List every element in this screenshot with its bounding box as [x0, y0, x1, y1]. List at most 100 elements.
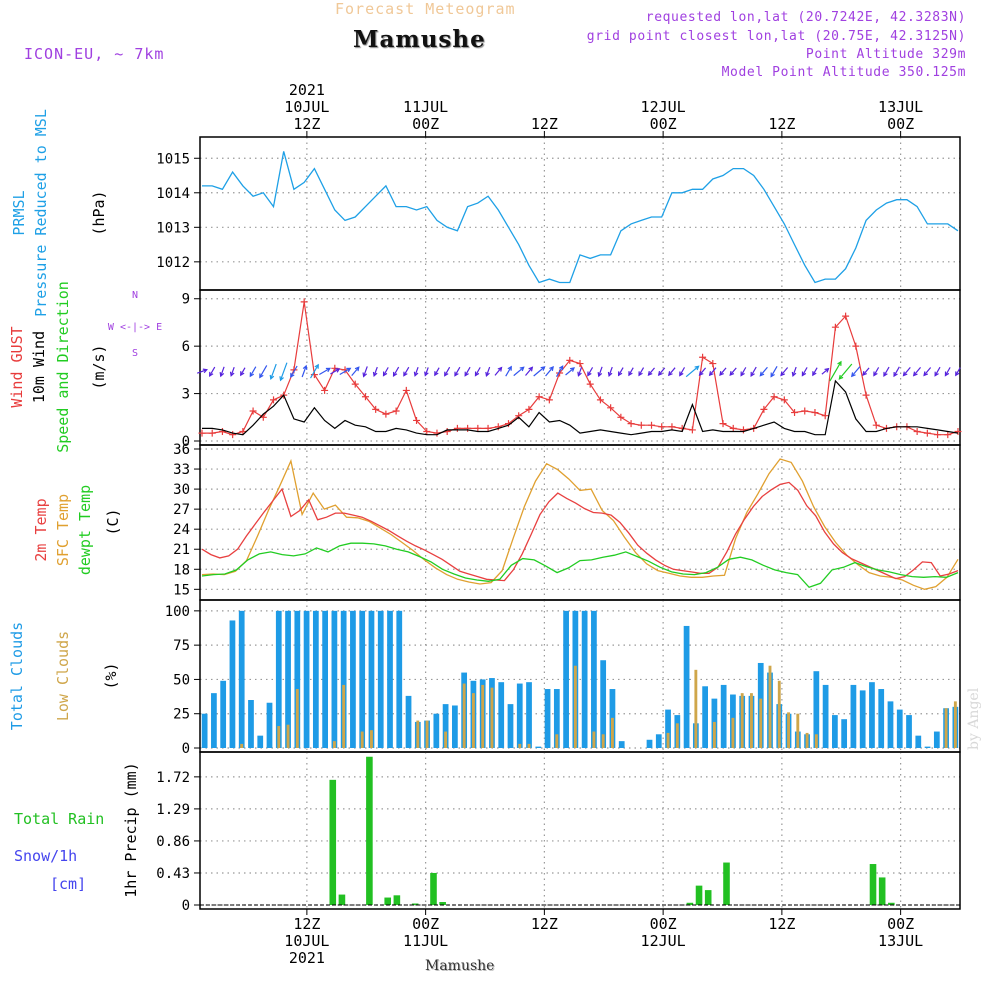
wind-arrow: [383, 367, 389, 376]
wind-arrow: [812, 367, 818, 376]
footer-location: Mamushe: [425, 958, 495, 974]
y-tick-label: 9: [182, 292, 190, 308]
wind-arrow-head: [549, 365, 554, 371]
wind-arrow-head: [202, 368, 208, 374]
gust-point: [351, 380, 359, 388]
wind-arrow: [230, 367, 235, 376]
wind-arrow: [454, 366, 461, 376]
y-tick-label: 18: [173, 562, 190, 578]
wind-arrow: [873, 367, 880, 376]
low-cloud-bar: [416, 720, 420, 748]
gust-point: [944, 431, 952, 439]
total-cloud-bar: [933, 731, 940, 748]
x-tick-label: 10JUL: [284, 932, 329, 950]
requested-coords: requested lon,lat (20.7242E, 42.3283N): [645, 10, 966, 25]
rain-bar: [366, 756, 373, 905]
y-tick-label: 0.43: [156, 866, 190, 882]
low-cloud-bar: [490, 687, 494, 748]
wind-arrow-head: [824, 367, 830, 373]
rain-bar: [430, 872, 437, 905]
wind-arrow: [955, 367, 961, 376]
gust-point: [474, 424, 482, 432]
low-cloud-bar: [592, 731, 596, 748]
unit-pct: (%): [102, 662, 120, 689]
wind-arrow-head: [597, 372, 603, 378]
total-cloud-bar: [665, 709, 671, 748]
wind-arrow-head: [209, 371, 214, 377]
wind-arrow-head: [335, 368, 341, 373]
rain-bar: [439, 902, 446, 905]
x-tick-label: 11JUL: [403, 932, 448, 950]
gust-point: [791, 409, 799, 417]
total-cloud-bar: [702, 686, 708, 748]
total-cloud-bar: [646, 739, 653, 748]
wind-arrow: [883, 366, 890, 377]
wind-arrow-head: [667, 371, 673, 377]
wind-arrow-head: [837, 360, 842, 366]
wind-arrow: [424, 367, 429, 376]
x-tick-label: 13JUL: [878, 932, 923, 950]
wind-arrow-head: [791, 371, 797, 378]
gust-point: [239, 428, 247, 436]
x-tick-label: 2021: [289, 949, 325, 967]
low-cloud-bar: [286, 724, 290, 748]
ylabel-gust: Wind GUST: [8, 326, 26, 407]
y-tick-label: 100: [165, 604, 190, 620]
wind-arrow: [279, 362, 288, 381]
compass-n: N: [132, 290, 138, 301]
total-cloud-bar: [507, 704, 514, 748]
total-cloud-bar: [600, 660, 607, 748]
low-cloud-bar: [601, 734, 605, 748]
wind-arrow-head: [902, 371, 908, 377]
wind-arrow-head: [719, 371, 724, 377]
wind-arrow: [851, 366, 861, 377]
wind-arrow: [648, 367, 655, 376]
compass-we: W <-|-> E: [108, 322, 162, 333]
panel-3: 15 18 21 24 27 30 33 36: [173, 442, 961, 601]
total-cloud-bar: [350, 610, 356, 748]
low-cloud-bar: [750, 693, 753, 748]
wind-arrow-head: [955, 371, 960, 377]
gust-point: [617, 413, 625, 421]
total-cloud-bar: [720, 684, 727, 748]
y-tick-label: 21: [173, 542, 190, 558]
total-cloud-bar: [248, 700, 254, 748]
wind-arrow-head: [770, 372, 775, 378]
x-tick-label: 10JUL: [284, 98, 329, 116]
series-gust-line: [202, 301, 959, 436]
series-2m-temp-line: [201, 481, 959, 582]
wind-arrow-head: [392, 371, 398, 377]
wind-arrow-head: [759, 371, 765, 377]
grid-point-coords: grid point closest lon,lat (20.75E, 42.3…: [586, 29, 966, 44]
gust-point: [760, 405, 768, 413]
gust-point: [842, 312, 850, 320]
wind-arrow: [821, 368, 829, 375]
x-tick-label: 12Z: [531, 915, 558, 933]
rain-bar: [704, 890, 712, 905]
gust-point: [218, 428, 226, 436]
wind-arrow: [505, 366, 512, 377]
ylabel-low-clouds: Low Clouds: [54, 631, 72, 721]
wind-arrow: [801, 367, 808, 376]
low-cloud-bar: [611, 717, 614, 748]
wind-arrow-head: [346, 367, 352, 373]
gust-point: [637, 421, 645, 429]
low-cloud-bar: [759, 698, 763, 748]
panel-frame: [199, 444, 961, 601]
low-cloud-bar: [332, 741, 336, 748]
rain-bar: [686, 902, 694, 905]
wind-arrow-head: [497, 366, 503, 372]
gust-point: [453, 424, 461, 432]
low-cloud-bar: [731, 717, 735, 748]
y-tick-label: 1015: [156, 151, 190, 167]
wind-arrow-head: [325, 367, 331, 373]
total-cloud-bar: [563, 610, 569, 748]
gust-point: [372, 405, 380, 413]
wind-arrow-head: [229, 371, 235, 377]
wind-arrow: [319, 367, 331, 376]
total-cloud-bar: [683, 625, 690, 748]
rain-bar: [723, 862, 730, 905]
gust-point: [739, 426, 747, 434]
